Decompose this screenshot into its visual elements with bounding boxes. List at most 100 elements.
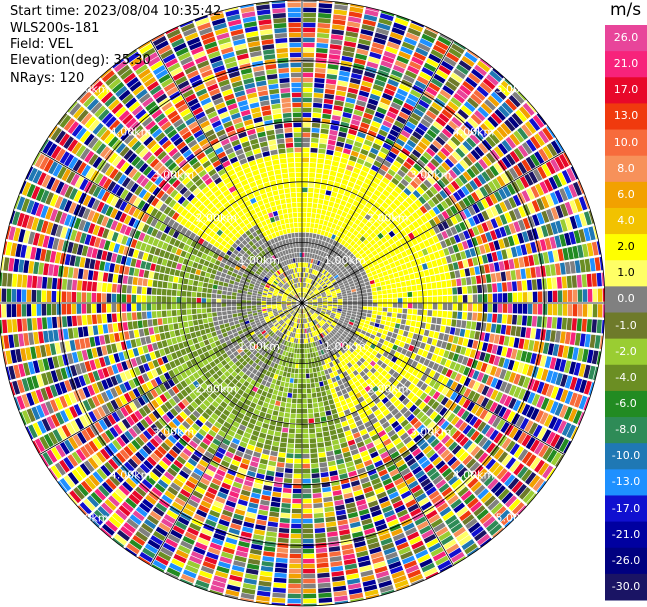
ppi-gate: [369, 353, 375, 360]
ppi-gate: [574, 394, 583, 408]
ppi-gate: [258, 348, 264, 354]
ppi-gate: [342, 303, 348, 306]
ppi-gate: [236, 428, 245, 436]
ppi-gate: [269, 372, 275, 378]
ppi-gate: [307, 393, 312, 399]
ppi-gate: [319, 288, 324, 292]
ppi-gate: [516, 315, 523, 326]
ppi-gate: [328, 217, 335, 223]
ppi-gate: [497, 143, 509, 155]
ppi-gate: [370, 46, 384, 55]
ppi-gate: [219, 556, 233, 564]
ppi-gate: [317, 577, 331, 583]
ppi-gate: [347, 310, 352, 314]
ppi-gate: [459, 269, 466, 278]
ppi-gate: [521, 363, 530, 375]
ppi-gate: [358, 153, 367, 161]
ppi-gate: [227, 367, 234, 374]
ppi-gate: [533, 340, 540, 353]
ppi-gate: [394, 248, 401, 255]
ppi-gate: [530, 352, 537, 365]
ppi-gate: [286, 357, 291, 363]
ppi-gate: [419, 392, 428, 401]
ppi-gate: [382, 189, 390, 197]
ppi-gate: [316, 260, 321, 266]
ppi-gate: [485, 364, 493, 375]
ppi-gate: [511, 112, 524, 126]
ppi-gate: [302, 548, 315, 554]
ppi-gate: [419, 182, 429, 192]
ppi-gate: [355, 179, 363, 187]
ppi-gate: [51, 446, 62, 461]
ppi-gate: [174, 427, 184, 437]
ppi-gate: [183, 354, 190, 362]
ppi-gate: [330, 165, 338, 172]
ppi-gate: [404, 325, 410, 332]
ppi-gate: [485, 442, 496, 454]
ppi-gate: [357, 264, 363, 270]
ppi-gate: [317, 447, 325, 453]
ppi-gate: [146, 402, 156, 412]
ppi-gate: [287, 306, 292, 309]
ppi-gate: [387, 303, 393, 308]
ppi-gate: [169, 360, 177, 369]
ppi-gate: [432, 289, 438, 296]
ppi-gate: [431, 282, 437, 289]
ppi-gate: [278, 386, 284, 392]
ppi-gate: [320, 333, 324, 338]
ppi-gate: [235, 354, 242, 360]
ppi-gate: [309, 368, 313, 373]
ppi-gate: [398, 546, 411, 556]
ppi-gate: [329, 244, 335, 251]
ppi-gate: [428, 514, 441, 524]
ppi-gate: [50, 465, 62, 479]
ppi-gate: [351, 291, 357, 295]
ppi-gate: [316, 277, 320, 282]
ppi-gate: [349, 155, 358, 162]
ppi-gate: [260, 565, 274, 572]
ppi-gate: [302, 57, 314, 63]
ppi-gate: [456, 88, 469, 100]
ppi-gate: [371, 193, 379, 201]
ppi-gate: [263, 352, 269, 358]
ppi-gate: [385, 321, 391, 327]
ppi-gate: [462, 303, 468, 311]
ppi-gate: [472, 294, 478, 303]
ppi-gate: [264, 333, 270, 339]
ppi-gate: [458, 199, 467, 210]
ppi-gate: [398, 50, 411, 60]
ppi-gate: [238, 357, 245, 364]
ppi-gate: [444, 471, 456, 482]
ppi-gate: [247, 336, 253, 342]
ppi-gate: [314, 522, 325, 529]
ppi-gate: [423, 62, 437, 73]
ppi-gate: [316, 557, 329, 563]
ppi-gate: [323, 169, 330, 175]
ppi-gate: [221, 482, 232, 490]
ppi-gate: [334, 235, 340, 242]
ppi-gate: [317, 229, 322, 235]
ppi-gate: [509, 150, 520, 163]
ppi-gate: [299, 323, 301, 329]
ppi-gate: [359, 242, 366, 249]
ppi-gate: [314, 312, 319, 316]
ppi-gate: [309, 337, 313, 343]
ppi-gate: [129, 514, 142, 526]
ppi-gate: [328, 285, 334, 289]
ppi-gate: [444, 272, 451, 280]
ppi-gate: [366, 442, 375, 450]
ppi-gate: [505, 98, 518, 111]
ppi-gate: [399, 361, 407, 369]
ppi-gate: [266, 319, 271, 324]
ppi-gate: [281, 328, 286, 333]
ppi-gate: [160, 546, 174, 557]
ppi-gate: [316, 308, 322, 311]
ppi-gate: [420, 277, 426, 284]
ppi-gate: [483, 411, 493, 423]
ppi-gate: [336, 312, 341, 316]
ppi-gate: [505, 153, 516, 166]
ppi-gate: [369, 246, 375, 253]
ppi-gate: [304, 293, 307, 298]
ppi-gate: [521, 159, 532, 172]
ppi-gate: [327, 333, 333, 339]
